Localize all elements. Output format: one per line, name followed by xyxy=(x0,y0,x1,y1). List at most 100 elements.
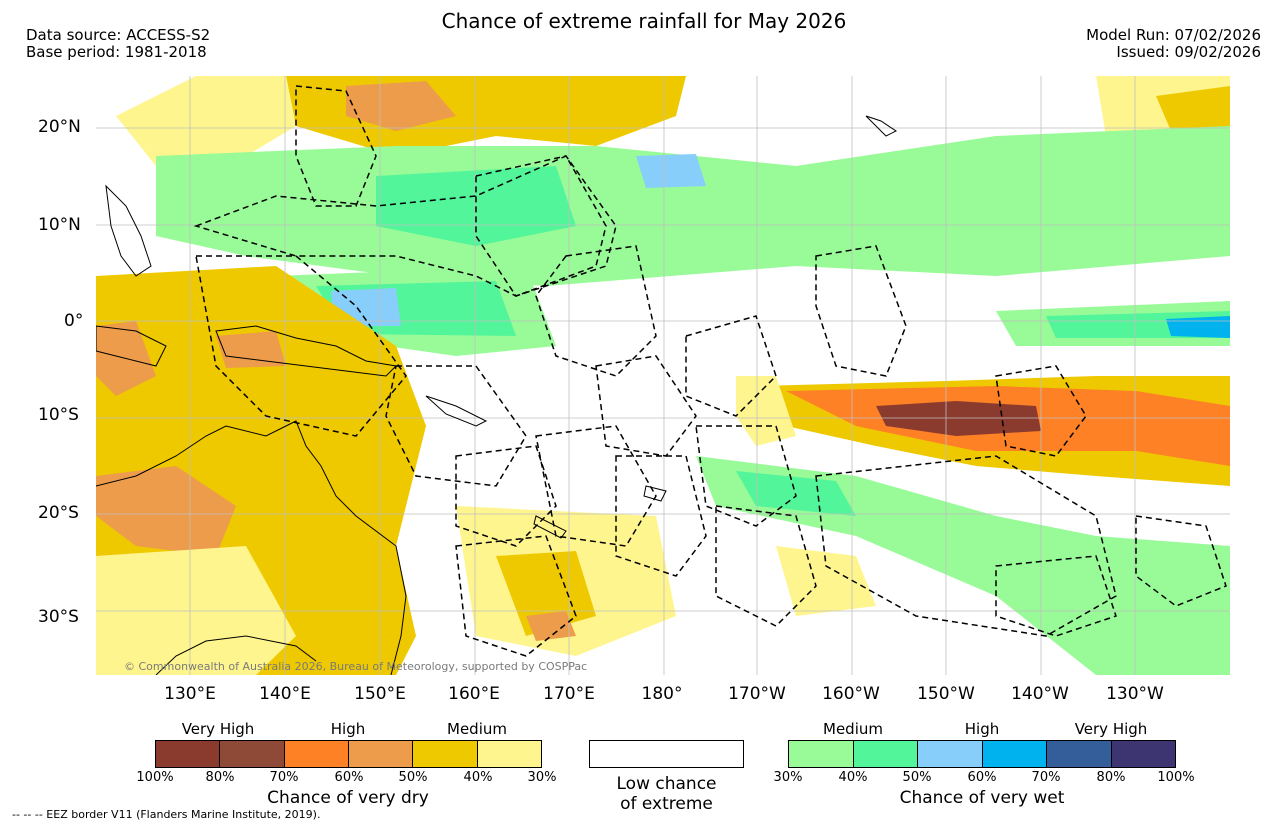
dry-tick-80: 80% xyxy=(205,770,235,785)
lon-label-150e: 150°E xyxy=(354,684,406,704)
dry-swatch-70-60 xyxy=(284,741,349,767)
dry-tick-70: 70% xyxy=(269,770,299,785)
dry-category-very-high: Very High xyxy=(181,720,255,738)
wet-tick-60: 60% xyxy=(967,770,997,785)
dry-category-medium: Medium xyxy=(447,720,507,738)
coast-australia xyxy=(96,420,407,675)
coast-south-island xyxy=(155,635,317,675)
eez-borders xyxy=(193,85,1227,657)
eez-phoenix xyxy=(815,245,907,377)
wet-swatch-80-100 xyxy=(1111,741,1175,767)
lat-label-equator: 0° xyxy=(64,311,84,331)
eez-guam xyxy=(295,85,377,207)
lat-label-10s: 10°S xyxy=(38,405,79,425)
lat-label-10n: 10°N xyxy=(38,215,81,235)
dry-swatch-40-30 xyxy=(477,741,541,767)
wet-swatch-70-80 xyxy=(1047,741,1112,767)
lon-label-150w: 150°W xyxy=(917,684,975,704)
wet-band-north xyxy=(156,126,1230,286)
lat-label-30s: 30°S xyxy=(38,607,79,627)
issued-date: Issued: 09/02/2026 xyxy=(1116,43,1261,61)
coast-fiji xyxy=(643,485,667,502)
eez-pitcairn xyxy=(995,555,1117,637)
base-period: Base period: 1981-2018 xyxy=(26,43,207,61)
wet-tick-50: 50% xyxy=(902,770,932,785)
dry-swatch-80-70 xyxy=(220,741,285,767)
dry-tick-30: 30% xyxy=(527,770,557,785)
wet-band-north-blue xyxy=(636,154,706,188)
page-title: Chance of extreme rainfall for May 2026 xyxy=(441,9,847,33)
dry-region-png-orange xyxy=(216,331,286,368)
lon-label-160w: 160°W xyxy=(822,684,880,704)
dry-region-west-orange xyxy=(96,466,236,556)
eez-kiribati-central xyxy=(535,245,657,377)
wet-band-north-strong xyxy=(376,166,576,246)
data-source: Data source: ACCESS-S2 xyxy=(26,26,211,44)
wet-category-medium: Medium xyxy=(823,720,883,738)
wet-swatch-60-70 xyxy=(982,741,1047,767)
run-info: Model Run: 07/02/2026 Issued: 09/02/2026 xyxy=(1086,27,1261,61)
coast-papua xyxy=(215,325,398,377)
rainfall-map xyxy=(96,76,1230,675)
low-chance-swatch xyxy=(589,740,744,768)
lon-label-160e: 160°E xyxy=(448,684,500,704)
map-copyright: © Commonwealth of Australia 2026, Bureau… xyxy=(124,660,588,673)
eez-vanuatu xyxy=(455,445,557,547)
eez-new-caledonia xyxy=(455,535,577,657)
coast-new-caledonia xyxy=(533,515,567,539)
dry-caption: Chance of very dry xyxy=(267,788,429,808)
coast-philippines xyxy=(105,184,152,277)
dry-swatch-100-80 xyxy=(156,741,221,767)
dry-tick-100: 100% xyxy=(136,770,174,785)
lon-label-140w: 140°W xyxy=(1011,684,1069,704)
dry-tick-50: 50% xyxy=(398,770,428,785)
source-info: Data source: ACCESS-S2 Base period: 1981… xyxy=(26,27,210,61)
low-chance-line1: Low chance xyxy=(616,774,717,794)
eez-png xyxy=(195,255,407,437)
lon-label-180: 180° xyxy=(641,684,683,704)
coast-solomons xyxy=(425,395,488,427)
eez-cook xyxy=(715,505,817,627)
dry-tick-40: 40% xyxy=(463,770,493,785)
wet-band-east-equator-deep xyxy=(1166,316,1230,338)
wet-swatch-40-50 xyxy=(853,741,918,767)
wet-tick-100: 100% xyxy=(1157,770,1195,785)
lon-label-140e: 140°E xyxy=(259,684,311,704)
dry-region-west-pale xyxy=(96,546,296,675)
eez-border-note: -- -- -- EEZ border V11 (Flanders Marine… xyxy=(12,808,321,821)
wet-colorbar xyxy=(788,740,1176,768)
eez-tuvalu xyxy=(595,355,697,457)
eez-marshall xyxy=(475,155,617,297)
dry-band-central-pale xyxy=(736,376,796,446)
wet-caption: Chance of very wet xyxy=(899,788,1065,808)
wet-tick-30: 30% xyxy=(773,770,803,785)
lat-label-20s: 20°S xyxy=(38,503,79,523)
eez-french-polynesia xyxy=(815,455,1117,637)
dry-region-south-orange xyxy=(526,611,576,641)
wet-swatch-30-40 xyxy=(789,741,854,767)
lon-label-170w: 170°W xyxy=(728,684,786,704)
dry-region-southeast xyxy=(776,546,876,616)
wet-tick-70: 70% xyxy=(1031,770,1061,785)
lat-label-20n: 20°N xyxy=(38,117,81,137)
lon-label-130e: 130°E xyxy=(164,684,216,704)
map-shading xyxy=(96,76,1230,675)
dry-colorbar xyxy=(155,740,542,768)
coast-indonesia xyxy=(96,325,167,367)
low-chance-line2: of extreme xyxy=(620,794,713,814)
lon-label-170e: 170°E xyxy=(543,684,595,704)
low-chance-caption: Low chance of extreme xyxy=(589,774,744,814)
eez-solomons xyxy=(385,365,527,487)
map-graticule xyxy=(96,76,1230,675)
eez-tonga xyxy=(615,455,707,577)
dry-band-central-dark xyxy=(876,401,1041,436)
eez-fiji xyxy=(535,425,657,547)
eez-easter xyxy=(1135,515,1227,607)
wet-swatch-50-60 xyxy=(918,741,983,767)
dry-swatch-60-50 xyxy=(348,741,414,767)
eez-samoa xyxy=(695,425,797,527)
lon-label-130w: 130°W xyxy=(1106,684,1164,704)
dry-category-high: High xyxy=(330,720,366,738)
wet-tick-40: 40% xyxy=(838,770,868,785)
eez-marquesas xyxy=(995,365,1087,457)
